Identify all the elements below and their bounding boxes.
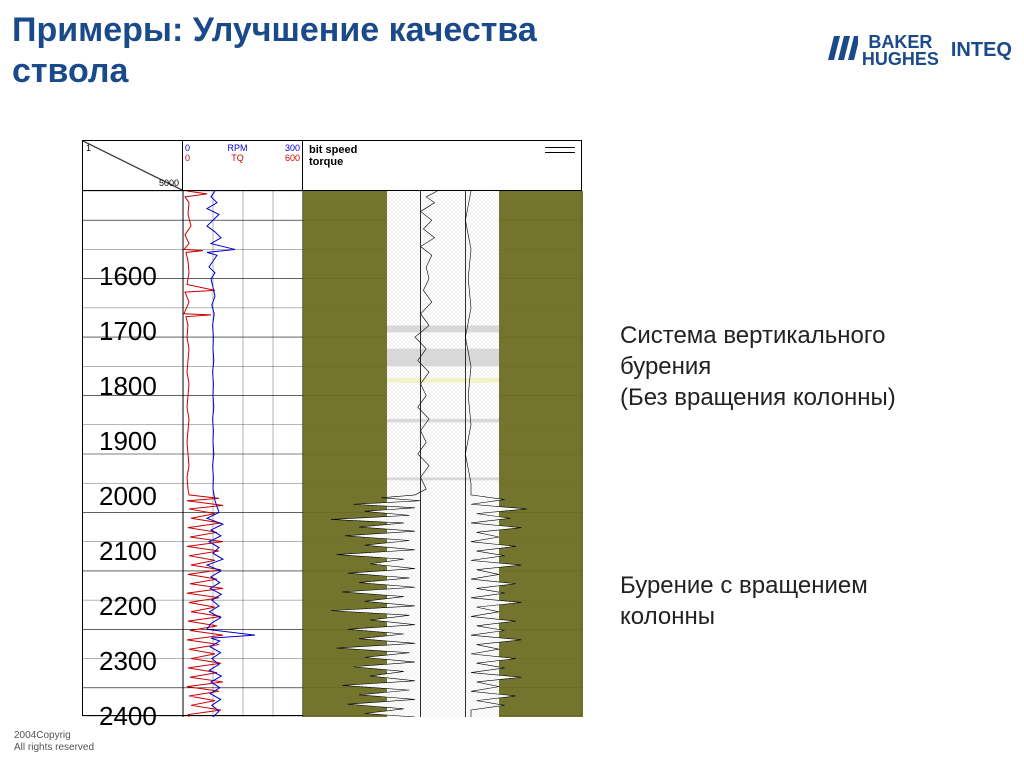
copyright-1: 2004Copyrig bbox=[14, 730, 71, 741]
depth-label: 1800 bbox=[99, 371, 157, 402]
depth-labels: 1600 1700 1800 1900 2000 2100 2200 2300 2400 bbox=[99, 261, 157, 732]
baker-hughes-logo: BAKER HUGHES bbox=[828, 34, 939, 68]
depth-label: 1700 bbox=[99, 316, 157, 347]
track3-header: bit speed torque bbox=[303, 141, 581, 171]
annotation-lower: Бурение с вращением колонны bbox=[620, 570, 868, 632]
track2-header: 0RPM300 0TQ600 bbox=[183, 141, 302, 165]
well-log-panel: 1 5000 0RPM300 0TQ600 bit speed torque 1… bbox=[82, 140, 582, 716]
depth-label: 2000 bbox=[99, 481, 157, 512]
depth-label: 2100 bbox=[99, 536, 157, 567]
depth-label: 1900 bbox=[99, 426, 157, 457]
track1-header: 1 5000 bbox=[83, 141, 182, 190]
depth-label: 1600 bbox=[99, 261, 157, 292]
depth-label: 2300 bbox=[99, 646, 157, 677]
depth-label: 2400 bbox=[99, 701, 157, 732]
copyright-2: All rights reserved bbox=[14, 742, 94, 753]
depth-label: 2200 bbox=[99, 591, 157, 622]
page-title: Примеры: Улучшение качества ствола bbox=[12, 10, 537, 92]
log-chart bbox=[83, 191, 583, 717]
logo-stripes-icon bbox=[828, 36, 858, 65]
annotation-upper: Система вертикального бурения (Без враще… bbox=[620, 320, 896, 414]
logo-group: BAKER HUGHES INTEQ bbox=[828, 10, 1012, 92]
inteq-logo: INTEQ bbox=[951, 39, 1012, 62]
hughes-text: HUGHES bbox=[862, 51, 939, 68]
